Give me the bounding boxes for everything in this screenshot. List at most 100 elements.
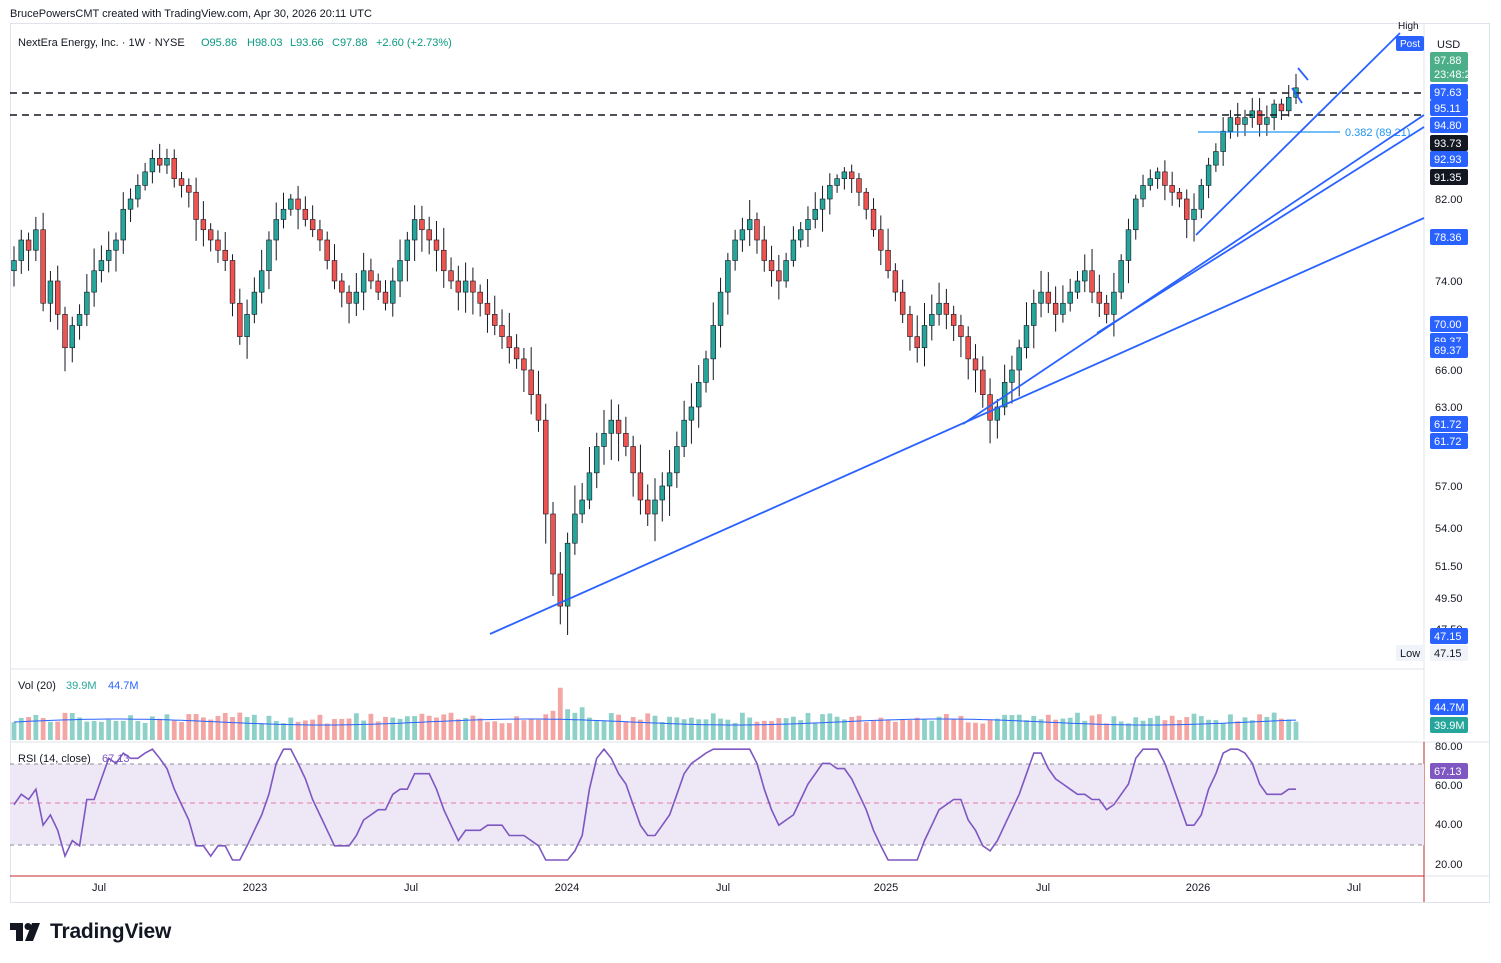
rsi-value: 67.13 — [102, 753, 130, 765]
volume-bar — [142, 722, 148, 740]
candle-body — [907, 314, 913, 337]
volume-bar — [91, 720, 97, 740]
volume-bar — [455, 719, 461, 740]
volume-series — [11, 687, 1299, 740]
candle-body — [346, 291, 352, 304]
volume-bar — [667, 716, 672, 740]
candle-body — [331, 260, 338, 282]
candle-body — [382, 291, 389, 304]
price-label-badge — [1430, 342, 1468, 358]
candle-body — [1118, 260, 1124, 293]
price-label-text: 61.72 — [1434, 436, 1462, 448]
volume-bar — [747, 717, 753, 740]
candle-body — [870, 208, 877, 231]
projection-stroke-1 — [1291, 87, 1303, 104]
candle-body — [1242, 117, 1248, 125]
price-label-text: 69.37 — [1434, 345, 1462, 357]
candle-body — [1278, 103, 1285, 112]
volume-bar — [1257, 714, 1262, 740]
volume-bar — [812, 723, 818, 740]
time-tick: Jul — [1036, 882, 1050, 894]
price-label-text: 61.72 — [1434, 419, 1462, 431]
time-tick: 2023 — [243, 882, 267, 894]
candle-body — [674, 446, 680, 474]
time-tick: 2025 — [874, 882, 898, 894]
candle-body — [1089, 270, 1095, 293]
volume-bar — [732, 722, 738, 740]
volume-bar — [1133, 717, 1139, 740]
candle-body — [390, 280, 396, 304]
volume-bar — [11, 722, 17, 740]
volume-bar — [674, 717, 680, 740]
volume-bar — [113, 720, 119, 740]
candle-body — [703, 358, 709, 383]
price-tick: 82.00 — [1435, 194, 1463, 206]
candle-body — [1038, 291, 1044, 304]
candle-body — [1045, 291, 1052, 304]
candle-body — [142, 171, 148, 186]
price-label-text: 97.63 — [1434, 87, 1462, 99]
candle-body — [1103, 302, 1110, 315]
volume-bar — [1111, 716, 1117, 740]
candle-body — [229, 260, 236, 304]
candle-body — [1220, 130, 1226, 152]
trendline-long[interactable] — [489, 217, 1425, 635]
candle-body — [156, 158, 163, 166]
candle-body — [1096, 291, 1103, 304]
candle-body — [856, 178, 862, 193]
volume-bar — [426, 715, 432, 740]
candle-body — [819, 198, 826, 210]
post-label: Post — [1400, 39, 1420, 50]
volume-bar — [62, 712, 68, 740]
candle-body — [535, 394, 542, 421]
time-tick: Jul — [1347, 882, 1361, 894]
candle-body — [441, 249, 447, 272]
ohlc-open: O95.86 — [201, 37, 237, 49]
volume-bar — [914, 717, 920, 740]
candle-body — [404, 239, 411, 261]
volume-bar — [492, 721, 498, 740]
volume-bar — [718, 718, 723, 740]
candle-body — [841, 171, 848, 179]
volume-bar — [477, 718, 483, 740]
volume-bar — [630, 717, 636, 740]
volume-bar — [1060, 718, 1066, 740]
volume-bar — [1184, 717, 1190, 740]
candle-body — [586, 472, 593, 501]
volume-bar — [652, 715, 658, 740]
volume-bar — [346, 718, 352, 740]
volume-bar — [404, 716, 410, 740]
volume-bar — [171, 720, 177, 740]
candle-body — [608, 419, 614, 434]
volume-bar — [689, 717, 694, 740]
candle-body — [91, 270, 97, 293]
volume-bar — [222, 712, 228, 740]
volume-bar — [616, 714, 621, 740]
trendline-mid-steep[interactable] — [1096, 126, 1425, 334]
post-badge — [1396, 36, 1424, 51]
trendline-mid[interactable] — [962, 114, 1425, 425]
trendline-steep[interactable] — [1195, 32, 1401, 236]
candle-body — [1264, 117, 1270, 125]
volume-bar — [419, 713, 425, 740]
candle-body — [426, 229, 432, 241]
candle-body — [215, 239, 221, 251]
tradingview-logo[interactable]: TradingView — [10, 920, 171, 944]
volume-bar — [1169, 715, 1175, 740]
candle-body — [797, 229, 804, 241]
currency-label[interactable]: USD — [1437, 39, 1460, 51]
candle-body — [1205, 164, 1212, 186]
volume-bar — [1147, 718, 1153, 740]
volume-bar — [878, 717, 884, 740]
price-label-text: 23:48:24 — [1434, 69, 1477, 81]
candle-body — [521, 358, 527, 371]
volume-bar — [1293, 721, 1299, 740]
candle-body — [725, 260, 731, 293]
candle-body — [33, 229, 39, 251]
volume-bar — [237, 712, 243, 740]
candle-body — [513, 347, 520, 360]
volume-bar — [885, 719, 891, 740]
volume-bar — [827, 713, 833, 740]
